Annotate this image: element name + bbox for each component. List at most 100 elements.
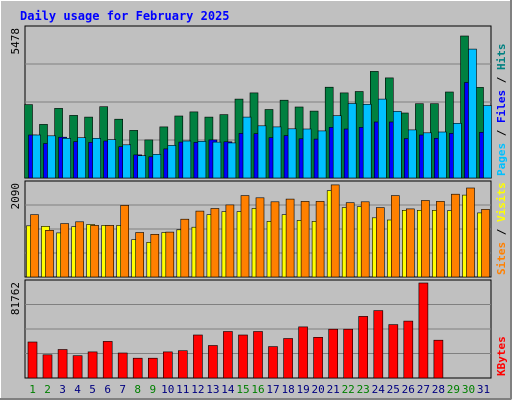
bar-kbytes-day-28 bbox=[433, 339, 444, 379]
x-tick-label-day-21: 21 bbox=[327, 383, 340, 396]
bar-kbytes-day-20 bbox=[313, 336, 323, 379]
bar-kbytes-day-26 bbox=[403, 320, 414, 379]
bar-sites-day-10 bbox=[165, 231, 175, 278]
panel-max-label: 81762 bbox=[9, 282, 22, 315]
bar-pages-day-3 bbox=[62, 138, 71, 179]
bar-pages-day-19 bbox=[302, 128, 312, 179]
bar-pages-day-17 bbox=[272, 126, 282, 179]
panel-series-legend: KBytes bbox=[495, 336, 508, 376]
bar-sites-day-5 bbox=[90, 225, 99, 278]
x-tick-label-day-8: 8 bbox=[134, 383, 141, 396]
x-tick-label-day-17: 17 bbox=[266, 383, 279, 396]
bar-sites-day-14 bbox=[225, 204, 235, 278]
series-sites bbox=[30, 184, 490, 278]
bar-kbytes-day-14 bbox=[223, 331, 233, 379]
bar-kbytes-day-21 bbox=[328, 328, 339, 379]
bar-kbytes-day-19 bbox=[298, 326, 308, 379]
bar-kbytes-day-13 bbox=[208, 345, 218, 379]
bar-pages-day-30 bbox=[468, 48, 477, 179]
x-tick-label-day-16: 16 bbox=[251, 383, 264, 396]
bar-kbytes-day-4 bbox=[72, 355, 83, 379]
x-tick-label-day-6: 6 bbox=[104, 383, 111, 396]
x-tick-label-day-24: 24 bbox=[372, 383, 386, 396]
x-tick-label-day-11: 11 bbox=[176, 383, 189, 396]
bar-pages-day-1 bbox=[32, 134, 41, 179]
x-tick-label-day-22: 22 bbox=[342, 383, 355, 396]
bar-sites-day-4 bbox=[75, 221, 84, 278]
bar-sites-day-7 bbox=[120, 205, 129, 278]
bar-sites-day-31 bbox=[481, 209, 490, 278]
bar-sites-day-12 bbox=[195, 210, 205, 278]
bar-kbytes-day-2 bbox=[42, 354, 53, 379]
x-tick-label-day-1: 1 bbox=[29, 383, 36, 396]
bar-kbytes-day-23 bbox=[358, 316, 369, 379]
bar-kbytes-day-1 bbox=[27, 341, 38, 379]
bar-sites-day-21 bbox=[330, 184, 340, 278]
bar-pages-day-9 bbox=[152, 154, 162, 179]
bar-pages-day-18 bbox=[287, 128, 297, 179]
bar-kbytes-day-25 bbox=[388, 324, 399, 379]
bar-kbytes-day-10 bbox=[163, 351, 173, 379]
bar-kbytes-day-3 bbox=[57, 349, 68, 379]
bar-kbytes-day-27 bbox=[418, 282, 429, 379]
panel-kbytes: 81762 KBytes bbox=[9, 279, 508, 379]
x-tick-label-day-12: 12 bbox=[191, 383, 204, 396]
x-tick-label-day-20: 20 bbox=[311, 383, 324, 396]
bar-pages-day-12 bbox=[197, 141, 207, 179]
legend-part: / bbox=[495, 70, 508, 90]
series-kbytes bbox=[27, 282, 444, 379]
bar-sites-day-20 bbox=[315, 201, 325, 278]
x-tick-label-day-10: 10 bbox=[161, 383, 174, 396]
x-tick-label-day-3: 3 bbox=[59, 383, 66, 396]
x-tick-label-day-26: 26 bbox=[402, 383, 415, 396]
x-tick-label-day-28: 28 bbox=[432, 383, 445, 396]
bar-kbytes-day-16 bbox=[253, 331, 263, 379]
bar-sites-day-30 bbox=[466, 187, 475, 278]
x-tick-label-day-5: 5 bbox=[89, 383, 96, 396]
bar-sites-day-6 bbox=[105, 225, 114, 278]
x-tick-label-day-15: 15 bbox=[236, 383, 249, 396]
series-pages bbox=[32, 48, 492, 179]
bar-sites-day-26 bbox=[405, 208, 415, 278]
bar-pages-day-8 bbox=[137, 155, 146, 179]
bar-sites-day-9 bbox=[150, 234, 160, 278]
x-tick-label-day-31: 31 bbox=[477, 383, 490, 396]
bar-pages-day-23 bbox=[362, 104, 372, 179]
bar-sites-day-17 bbox=[270, 201, 280, 278]
x-tick-label-day-19: 19 bbox=[296, 383, 309, 396]
panel-max-label: 5478 bbox=[9, 28, 22, 55]
panel-max-label: 2090 bbox=[9, 183, 22, 210]
x-tick-label-day-29: 29 bbox=[447, 383, 460, 396]
panel-series-legend: Sites / Visits bbox=[495, 182, 508, 275]
bar-kbytes-day-11 bbox=[178, 350, 188, 379]
bar-pages-day-29 bbox=[453, 123, 462, 179]
bar-sites-day-11 bbox=[180, 218, 190, 278]
bar-sites-day-1 bbox=[30, 214, 39, 278]
bar-pages-day-28 bbox=[438, 131, 447, 179]
bar-sites-day-29 bbox=[451, 193, 460, 278]
bar-pages-day-27 bbox=[423, 132, 432, 179]
x-tick-label-day-7: 7 bbox=[119, 383, 126, 396]
bar-kbytes-day-8 bbox=[132, 357, 143, 379]
bar-kbytes-day-7 bbox=[117, 352, 128, 379]
x-tick-label-day-30: 30 bbox=[462, 383, 475, 396]
bar-sites-day-27 bbox=[421, 200, 430, 278]
bar-pages-day-20 bbox=[317, 130, 327, 179]
bar-pages-day-26 bbox=[407, 129, 417, 179]
bar-pages-day-10 bbox=[167, 145, 177, 179]
bar-kbytes-day-5 bbox=[87, 351, 98, 379]
x-tick-label-day-23: 23 bbox=[357, 383, 370, 396]
x-tick-label-day-27: 27 bbox=[417, 383, 430, 396]
bar-pages-day-5 bbox=[92, 138, 101, 179]
x-tick-label-day-25: 25 bbox=[387, 383, 400, 396]
bar-sites-day-8 bbox=[135, 232, 144, 278]
bar-sites-day-22 bbox=[345, 202, 355, 278]
legend-part: Pages bbox=[495, 143, 508, 176]
bar-sites-day-28 bbox=[436, 201, 445, 278]
legend-part: Files bbox=[495, 90, 508, 123]
x-tick-label-day-14: 14 bbox=[221, 383, 235, 396]
bar-sites-day-3 bbox=[60, 223, 69, 278]
x-tick-label-day-9: 9 bbox=[149, 383, 156, 396]
bar-kbytes-day-22 bbox=[343, 328, 354, 379]
